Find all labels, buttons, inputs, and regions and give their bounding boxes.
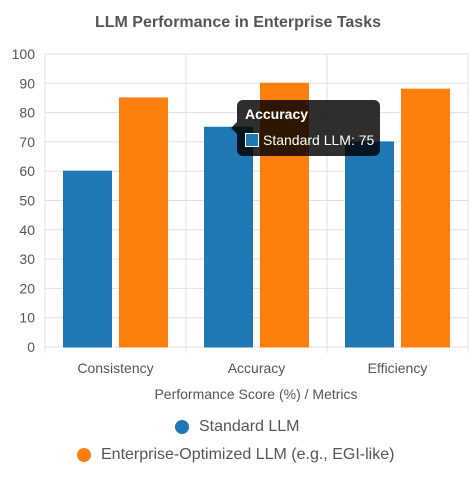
y-tick-label: 0 xyxy=(27,339,35,355)
legend-item-enterprise[interactable]: Enterprise-Optimized LLM (e.g., EGI-like… xyxy=(77,446,394,464)
bar-consistency-series-0[interactable] xyxy=(63,170,112,348)
x-axis-title: Performance Score (%) / Metrics xyxy=(154,386,357,402)
x-axis-ticks: Consistency Accuracy Efficiency xyxy=(77,360,427,376)
y-tick-label: 90 xyxy=(19,75,35,91)
grid-lines xyxy=(44,53,469,353)
y-tick-label: 60 xyxy=(19,163,35,179)
y-tick-label: 50 xyxy=(19,193,35,209)
x-tick-label: Consistency xyxy=(77,360,153,376)
legend-marker-enterprise xyxy=(77,448,91,462)
y-tick-label: 10 xyxy=(19,310,35,326)
legend-marker-standard xyxy=(175,420,189,434)
tooltip-label: Standard LLM: 75 xyxy=(263,132,375,148)
tooltip-swatch xyxy=(245,133,259,147)
tooltip-title: Accuracy xyxy=(245,106,309,122)
tooltip-row: Standard LLM: 75 xyxy=(245,132,374,148)
y-tick-label: 30 xyxy=(19,251,35,267)
legend-label-enterprise: Enterprise-Optimized LLM (e.g., EGI-like… xyxy=(101,446,395,463)
tooltip-caret xyxy=(231,122,237,134)
chart-title: LLM Performance in Enterprise Tasks xyxy=(95,14,381,31)
y-tick-label: 100 xyxy=(12,46,36,62)
bar-consistency-series-1[interactable] xyxy=(119,97,168,348)
y-axis-ticks: 0 10 20 30 40 50 60 70 80 90 100 xyxy=(12,46,36,355)
bar-efficiency-series-1[interactable] xyxy=(401,88,450,348)
y-tick-label: 80 xyxy=(19,105,35,121)
y-tick-label: 20 xyxy=(19,280,35,296)
x-tick-label: Efficiency xyxy=(368,360,428,376)
y-tick-label: 40 xyxy=(19,222,35,238)
bar-accuracy-series-0[interactable] xyxy=(204,126,253,348)
chart-tooltip: Accuracy Standard LLM: 75 xyxy=(231,100,380,156)
bar-efficiency-series-0[interactable] xyxy=(345,141,394,348)
x-tick-label: Accuracy xyxy=(228,360,286,376)
y-tick-label: 70 xyxy=(19,134,35,150)
legend-item-standard[interactable]: Standard LLM xyxy=(175,418,300,436)
legend-label-standard: Standard LLM xyxy=(199,418,300,435)
